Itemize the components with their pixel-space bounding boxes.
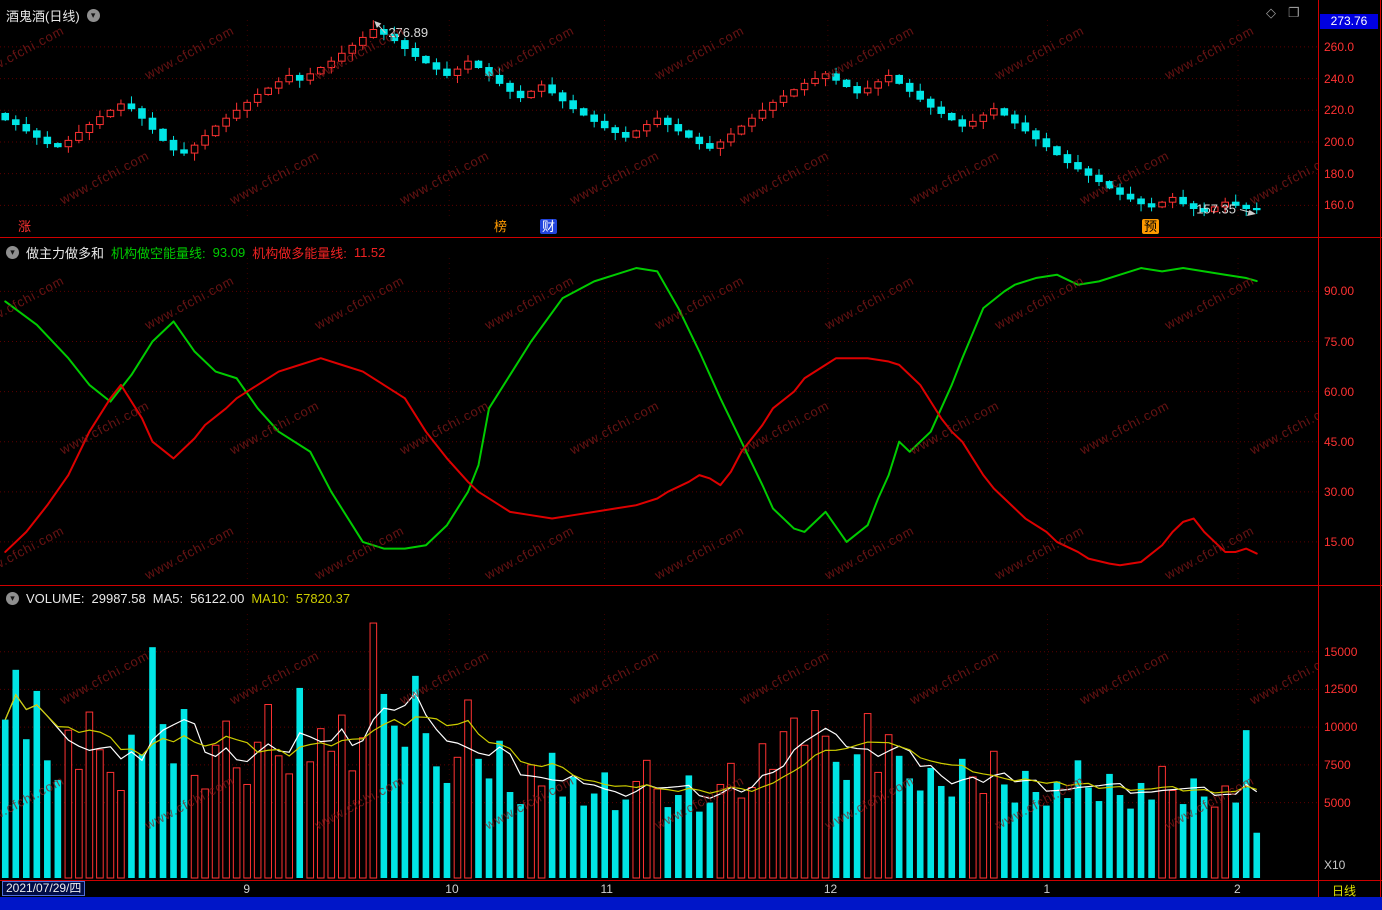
axis-tick-label: 75.00 — [1324, 334, 1355, 349]
panel-divider — [0, 880, 1382, 881]
month-label: 2 — [1234, 882, 1241, 896]
quick-tag[interactable]: 榜 — [494, 219, 508, 234]
short-energy-line — [4, 267, 1258, 550]
month-label: 10 — [445, 882, 459, 896]
axis-tick-label: 5000 — [1324, 795, 1351, 810]
volume-ma5-line — [4, 691, 1258, 799]
panel-divider — [0, 237, 1382, 238]
axis-tick-label: 15.00 — [1324, 534, 1355, 549]
axis-tick-label: 180.0 — [1324, 166, 1355, 181]
axis-tick-label: 90.00 — [1324, 284, 1355, 299]
volume-ma10-line — [4, 693, 1257, 794]
axis-tick-label: 12500 — [1324, 682, 1358, 697]
indicator-menu-icon[interactable]: ▾ — [6, 246, 19, 259]
axis-tick-label: 220.0 — [1324, 103, 1355, 118]
indicator-title: 做主力做多和 — [26, 246, 105, 261]
high-price-annotation: 276.89 — [388, 25, 428, 40]
volume-panel-header: ▾ VOLUME: 29987.58 MA5: 56122.00 MA10: 5… — [6, 591, 350, 606]
price-axis-column: 273.76 X10 260.0 240.0 220.0 200.0 180.0 160.… — [1319, 0, 1382, 880]
ma5-value: 56122.00 — [190, 591, 245, 606]
month-label: 11 — [600, 882, 613, 896]
axis-tick-label: 260.0 — [1324, 39, 1355, 54]
panel-divider — [0, 585, 1382, 586]
axis-tick-label: 10000 — [1324, 720, 1358, 735]
price-panel-header: 酒鬼酒(日线) ▾ — [6, 6, 100, 25]
axis-top-price: 273.76 — [1320, 14, 1378, 29]
month-label: 12 — [823, 882, 838, 896]
axis-tick-label: 30.00 — [1324, 484, 1355, 499]
volume-bars-group — [1, 622, 1261, 879]
window-controls: ◇ ❐ — [1266, 5, 1300, 21]
volume-multiplier-label: X10 — [1324, 858, 1346, 872]
ma10-label: MA10: — [251, 591, 289, 606]
axis-tick-label: 200.0 — [1324, 134, 1355, 149]
long-energy-label: 机构做多能量线: — [252, 246, 347, 261]
ma5-label: MA5: — [152, 591, 184, 606]
diamond-icon[interactable]: ◇ — [1266, 5, 1276, 20]
candlestick-chart[interactable]: 276.89 157.35 — [0, 0, 1318, 237]
quick-tag[interactable]: 预 — [1142, 219, 1160, 234]
stock-dropdown-icon[interactable]: ▾ — [86, 9, 100, 22]
long-energy-value: 11.52 — [353, 245, 386, 260]
month-label: 1 — [1043, 882, 1051, 896]
short-energy-label: 机构做空能量线: — [111, 246, 206, 261]
indicator-chart[interactable] — [0, 238, 1318, 585]
axis-tick-label: 7500 — [1324, 757, 1351, 772]
last-price-annotation: 157.35 — [1196, 202, 1236, 217]
axis-tick-label: 240.0 — [1324, 71, 1355, 86]
period-label[interactable]: 日线 — [1332, 884, 1357, 898]
indicator-panel-header: ▾ 做主力做多和 机构做空能量线: 93.09 机构做多能量线: 11.52 — [6, 243, 385, 262]
volume-label: VOLUME: — [26, 591, 85, 606]
date-box: 2021/07/29/四 — [2, 881, 86, 896]
ma10-value: 57820.37 — [295, 591, 351, 606]
month-label: 9 — [243, 882, 251, 896]
axis-tick-label: 160.0 — [1324, 198, 1355, 213]
axis-tick-label: 15000 — [1324, 644, 1358, 659]
window-icon[interactable]: ❐ — [1288, 5, 1300, 20]
right-border — [1380, 0, 1381, 897]
axis-divider — [1318, 0, 1319, 897]
volume-menu-icon[interactable]: ▾ — [6, 592, 19, 605]
volume-chart[interactable] — [0, 586, 1318, 880]
axis-tick-label: 60.00 — [1324, 384, 1355, 399]
bottom-strip — [0, 897, 1382, 910]
quick-tag[interactable]: 财 — [540, 219, 558, 234]
axis-tick-label: 45.00 — [1324, 434, 1355, 449]
candles-group — [1, 20, 1261, 217]
long-energy-line — [4, 357, 1258, 567]
time-axis-row: 2021/07/29/四 日线 9 10 11 12 1 2 — [0, 881, 1382, 898]
volume-value: 29987.58 — [91, 591, 146, 606]
short-energy-value: 93.09 — [212, 245, 246, 260]
quick-tag[interactable]: 涨 — [18, 219, 32, 234]
stock-title: 酒鬼酒(日线) — [6, 9, 80, 24]
